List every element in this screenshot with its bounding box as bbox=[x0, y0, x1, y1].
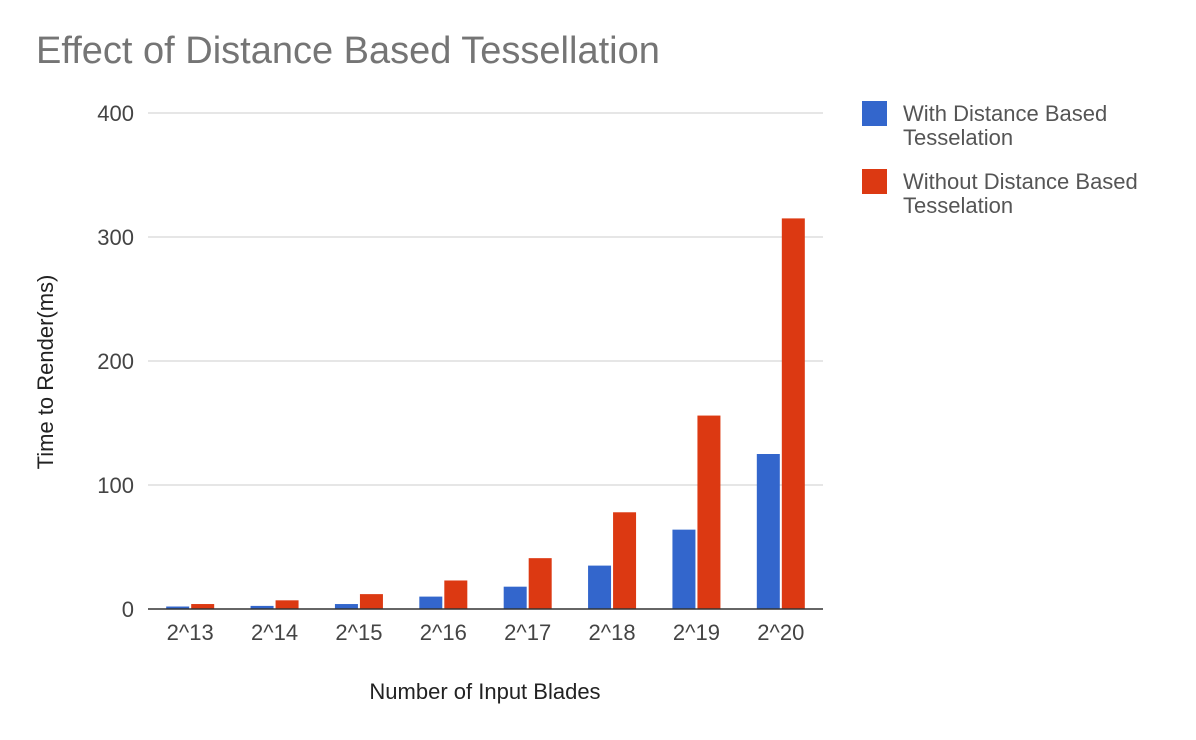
x-tick-label: 2^17 bbox=[504, 620, 551, 645]
legend-label-with: With Distance Based Tesselation bbox=[903, 101, 1107, 150]
y-axis-title: Time to Render(ms) bbox=[33, 275, 58, 470]
y-tick-label: 400 bbox=[97, 101, 134, 126]
bar-without-2-13 bbox=[191, 604, 215, 609]
x-axis-title: Number of Input Blades bbox=[369, 679, 600, 704]
legend-swatch-without bbox=[862, 169, 887, 194]
legend-label-without: Without Distance Based Tesselation bbox=[903, 169, 1138, 218]
bar-with-2-14 bbox=[250, 605, 274, 609]
x-tick-label: 2^20 bbox=[757, 620, 804, 645]
x-tick-label: 2^14 bbox=[251, 620, 298, 645]
x-tick-label: 2^16 bbox=[420, 620, 467, 645]
bar-without-2-20 bbox=[781, 218, 805, 609]
x-tick-label: 2^18 bbox=[589, 620, 636, 645]
y-tick-label: 0 bbox=[122, 597, 134, 622]
bar-with-2-20 bbox=[756, 454, 780, 609]
x-tick-label: 2^15 bbox=[335, 620, 382, 645]
gridlines bbox=[148, 112, 823, 486]
chart-title: Effect of Distance Based Tessellation bbox=[36, 30, 660, 72]
legend-swatch-with bbox=[862, 101, 887, 126]
bar-with-2-16 bbox=[419, 596, 443, 609]
y-tick-label: 300 bbox=[97, 225, 134, 250]
bar-with-2-17 bbox=[503, 586, 527, 609]
bar-without-2-14 bbox=[275, 600, 299, 609]
axes: 0 100 200 300 400 2^13 2^14 2^15 2^16 2^17 2^18 2^1… bbox=[97, 101, 823, 645]
bar-without-2-18 bbox=[613, 512, 637, 609]
bar-without-2-17 bbox=[528, 558, 552, 609]
bars bbox=[166, 218, 805, 609]
legend: With Distance Based Tesselation Without Di… bbox=[862, 101, 1138, 218]
bar-without-2-15 bbox=[359, 594, 383, 609]
bar-with-2-18 bbox=[588, 565, 612, 609]
x-tick-label: 2^13 bbox=[167, 620, 214, 645]
bar-without-2-16 bbox=[444, 580, 468, 609]
bar-with-2-13 bbox=[166, 606, 190, 609]
x-tick-label: 2^19 bbox=[673, 620, 720, 645]
y-tick-label: 200 bbox=[97, 349, 134, 374]
bar-with-2-19 bbox=[672, 529, 696, 609]
bar-with-2-15 bbox=[334, 604, 358, 609]
y-tick-label: 100 bbox=[97, 473, 134, 498]
bar-without-2-19 bbox=[697, 415, 721, 609]
